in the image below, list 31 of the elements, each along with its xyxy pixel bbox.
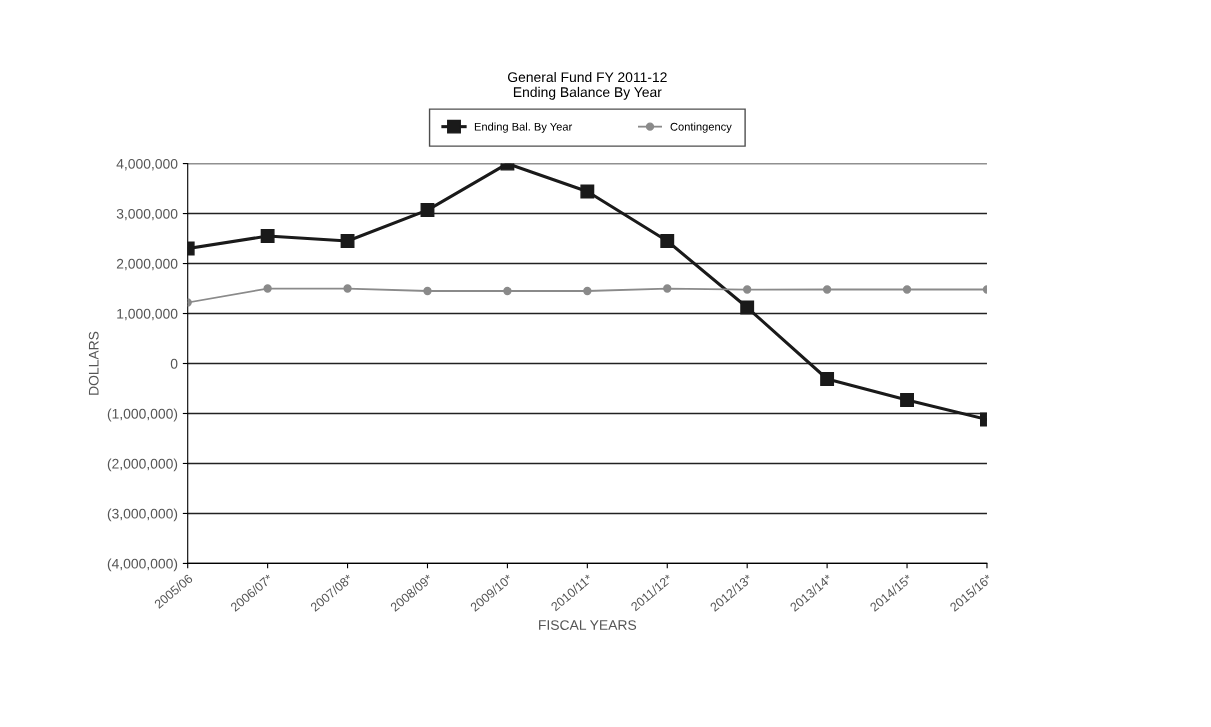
point	[503, 286, 512, 296]
point	[820, 372, 835, 386]
chart-title: General Fund FY 2011-12 Ending Balance By Year	[507, 71, 667, 100]
x-axis-title: FISCAL YEARS	[539, 620, 637, 630]
y-tick-label: (2,000,000)	[107, 458, 178, 472]
y-tick-label: 3,000,000	[116, 208, 178, 221]
y-tick-label: 1,000,000	[117, 308, 178, 321]
point	[420, 203, 435, 218]
y-tick-label: 0	[170, 358, 178, 369]
y-tick-label: (4,000,000)	[107, 558, 178, 572]
point	[580, 184, 595, 199]
point	[740, 300, 755, 315]
legend-label: Contingency	[670, 122, 732, 133]
point	[583, 286, 592, 296]
legend-label: Ending Bal. By Year	[474, 122, 573, 133]
y-tick-label: 4,000,000	[116, 158, 178, 171]
y-tick-label: (3,000,000)	[107, 508, 178, 522]
point	[263, 284, 272, 293]
y-axis-title: DOLLARS	[88, 331, 99, 395]
point	[260, 229, 275, 243]
point	[340, 234, 355, 248]
y-tick-label: (1,000,000)	[107, 408, 178, 422]
point	[663, 284, 672, 293]
point	[902, 285, 912, 294]
point	[660, 234, 675, 248]
point	[900, 393, 914, 407]
point	[423, 286, 432, 296]
y-tick-label: 2,000,000	[116, 258, 178, 271]
point	[822, 285, 832, 294]
point	[743, 285, 752, 294]
point	[343, 284, 352, 293]
